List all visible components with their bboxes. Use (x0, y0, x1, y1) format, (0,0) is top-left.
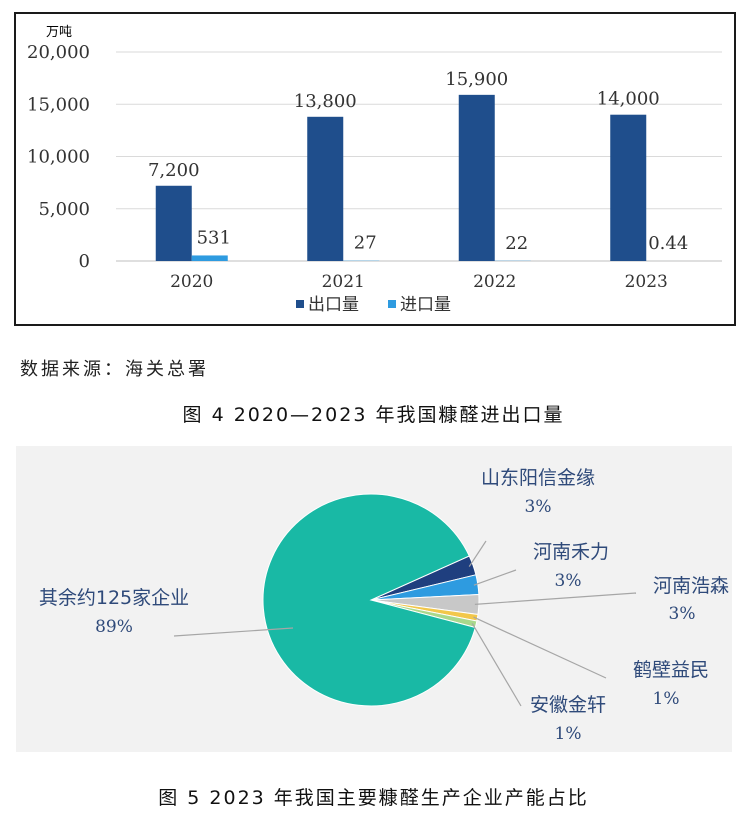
y-tick-label: 15,000 (27, 94, 90, 115)
slice-label: 河南浩森 (653, 575, 729, 597)
slice-label: 鹤壁益民 (633, 659, 709, 681)
legend-label: 进口量 (400, 295, 451, 315)
data-label: 22 (505, 233, 528, 254)
pie-chart-frame: 山东阳信金缘 3% 河南禾力 3% 河南浩森 3% 鹤壁益民 1% 安徽金轩 1% 其余约125家企… (16, 446, 732, 752)
bar-chart-frame: 万吨 0 5,000 10,000 15,000 20,000 2020 7,200 531 20… (14, 12, 736, 326)
slice-percent: 1% (555, 724, 582, 744)
x-tick-label: 2023 (625, 272, 668, 292)
data-label: 14,000 (597, 89, 660, 110)
data-label: 0.44 (648, 233, 688, 254)
slice-percent: 3% (669, 604, 696, 624)
y-tick-label: 5,000 (38, 199, 90, 220)
data-label: 7,200 (148, 160, 200, 181)
y-tick-label: 10,000 (27, 147, 90, 168)
slice-percent: 89% (95, 617, 133, 637)
y-unit-label: 万吨 (46, 25, 72, 40)
data-label: 27 (354, 233, 377, 254)
x-tick-label: 2021 (322, 272, 365, 292)
slice-percent: 3% (555, 571, 582, 591)
legend-label: 出口量 (308, 295, 359, 315)
figure5-caption: 图 5 2023 年我国主要糠醛生产企业产能占比 (158, 787, 589, 809)
leader-line (468, 540, 487, 567)
bar-export (458, 94, 495, 261)
y-tick-label: 20,000 (27, 42, 90, 63)
slice-label: 安徽金轩 (530, 694, 606, 716)
slice-label: 河南禾力 (533, 541, 609, 563)
slice-percent: 3% (525, 497, 552, 517)
bar-export (610, 114, 647, 261)
leader-line (173, 627, 294, 637)
bar-export (155, 185, 192, 261)
data-label: 13,800 (294, 91, 357, 112)
data-source-note: 数据来源：海关总署 (20, 359, 209, 380)
leader-line (474, 592, 637, 605)
y-tick-label: 0 (79, 251, 90, 272)
data-label: 531 (197, 227, 231, 248)
leader-line (473, 616, 607, 679)
slice-label: 其余约125家企业 (39, 587, 189, 609)
figure4-caption: 图 4 2020—2023 年我国糠醛进出口量 (182, 404, 565, 426)
slice-label: 山东阳信金缘 (481, 467, 595, 489)
data-label: 15,900 (445, 69, 508, 90)
bar-export (307, 116, 344, 261)
x-tick-label: 2022 (473, 272, 516, 292)
legend-swatch (388, 300, 396, 308)
pie-slice (262, 493, 476, 707)
bar-import (191, 255, 228, 261)
legend-swatch (296, 300, 304, 308)
leader-line (473, 569, 517, 586)
pie-chart: 山东阳信金缘 3% 河南禾力 3% 河南浩森 3% 鹤壁益民 1% 安徽金轩 1% 其余约125家企… (39, 467, 729, 744)
slice-percent: 1% (653, 689, 680, 709)
bar-chart: 万吨 0 5,000 10,000 15,000 20,000 2020 7,200 531 20… (27, 25, 722, 315)
leader-line (471, 623, 522, 707)
x-tick-label: 2020 (170, 272, 213, 292)
